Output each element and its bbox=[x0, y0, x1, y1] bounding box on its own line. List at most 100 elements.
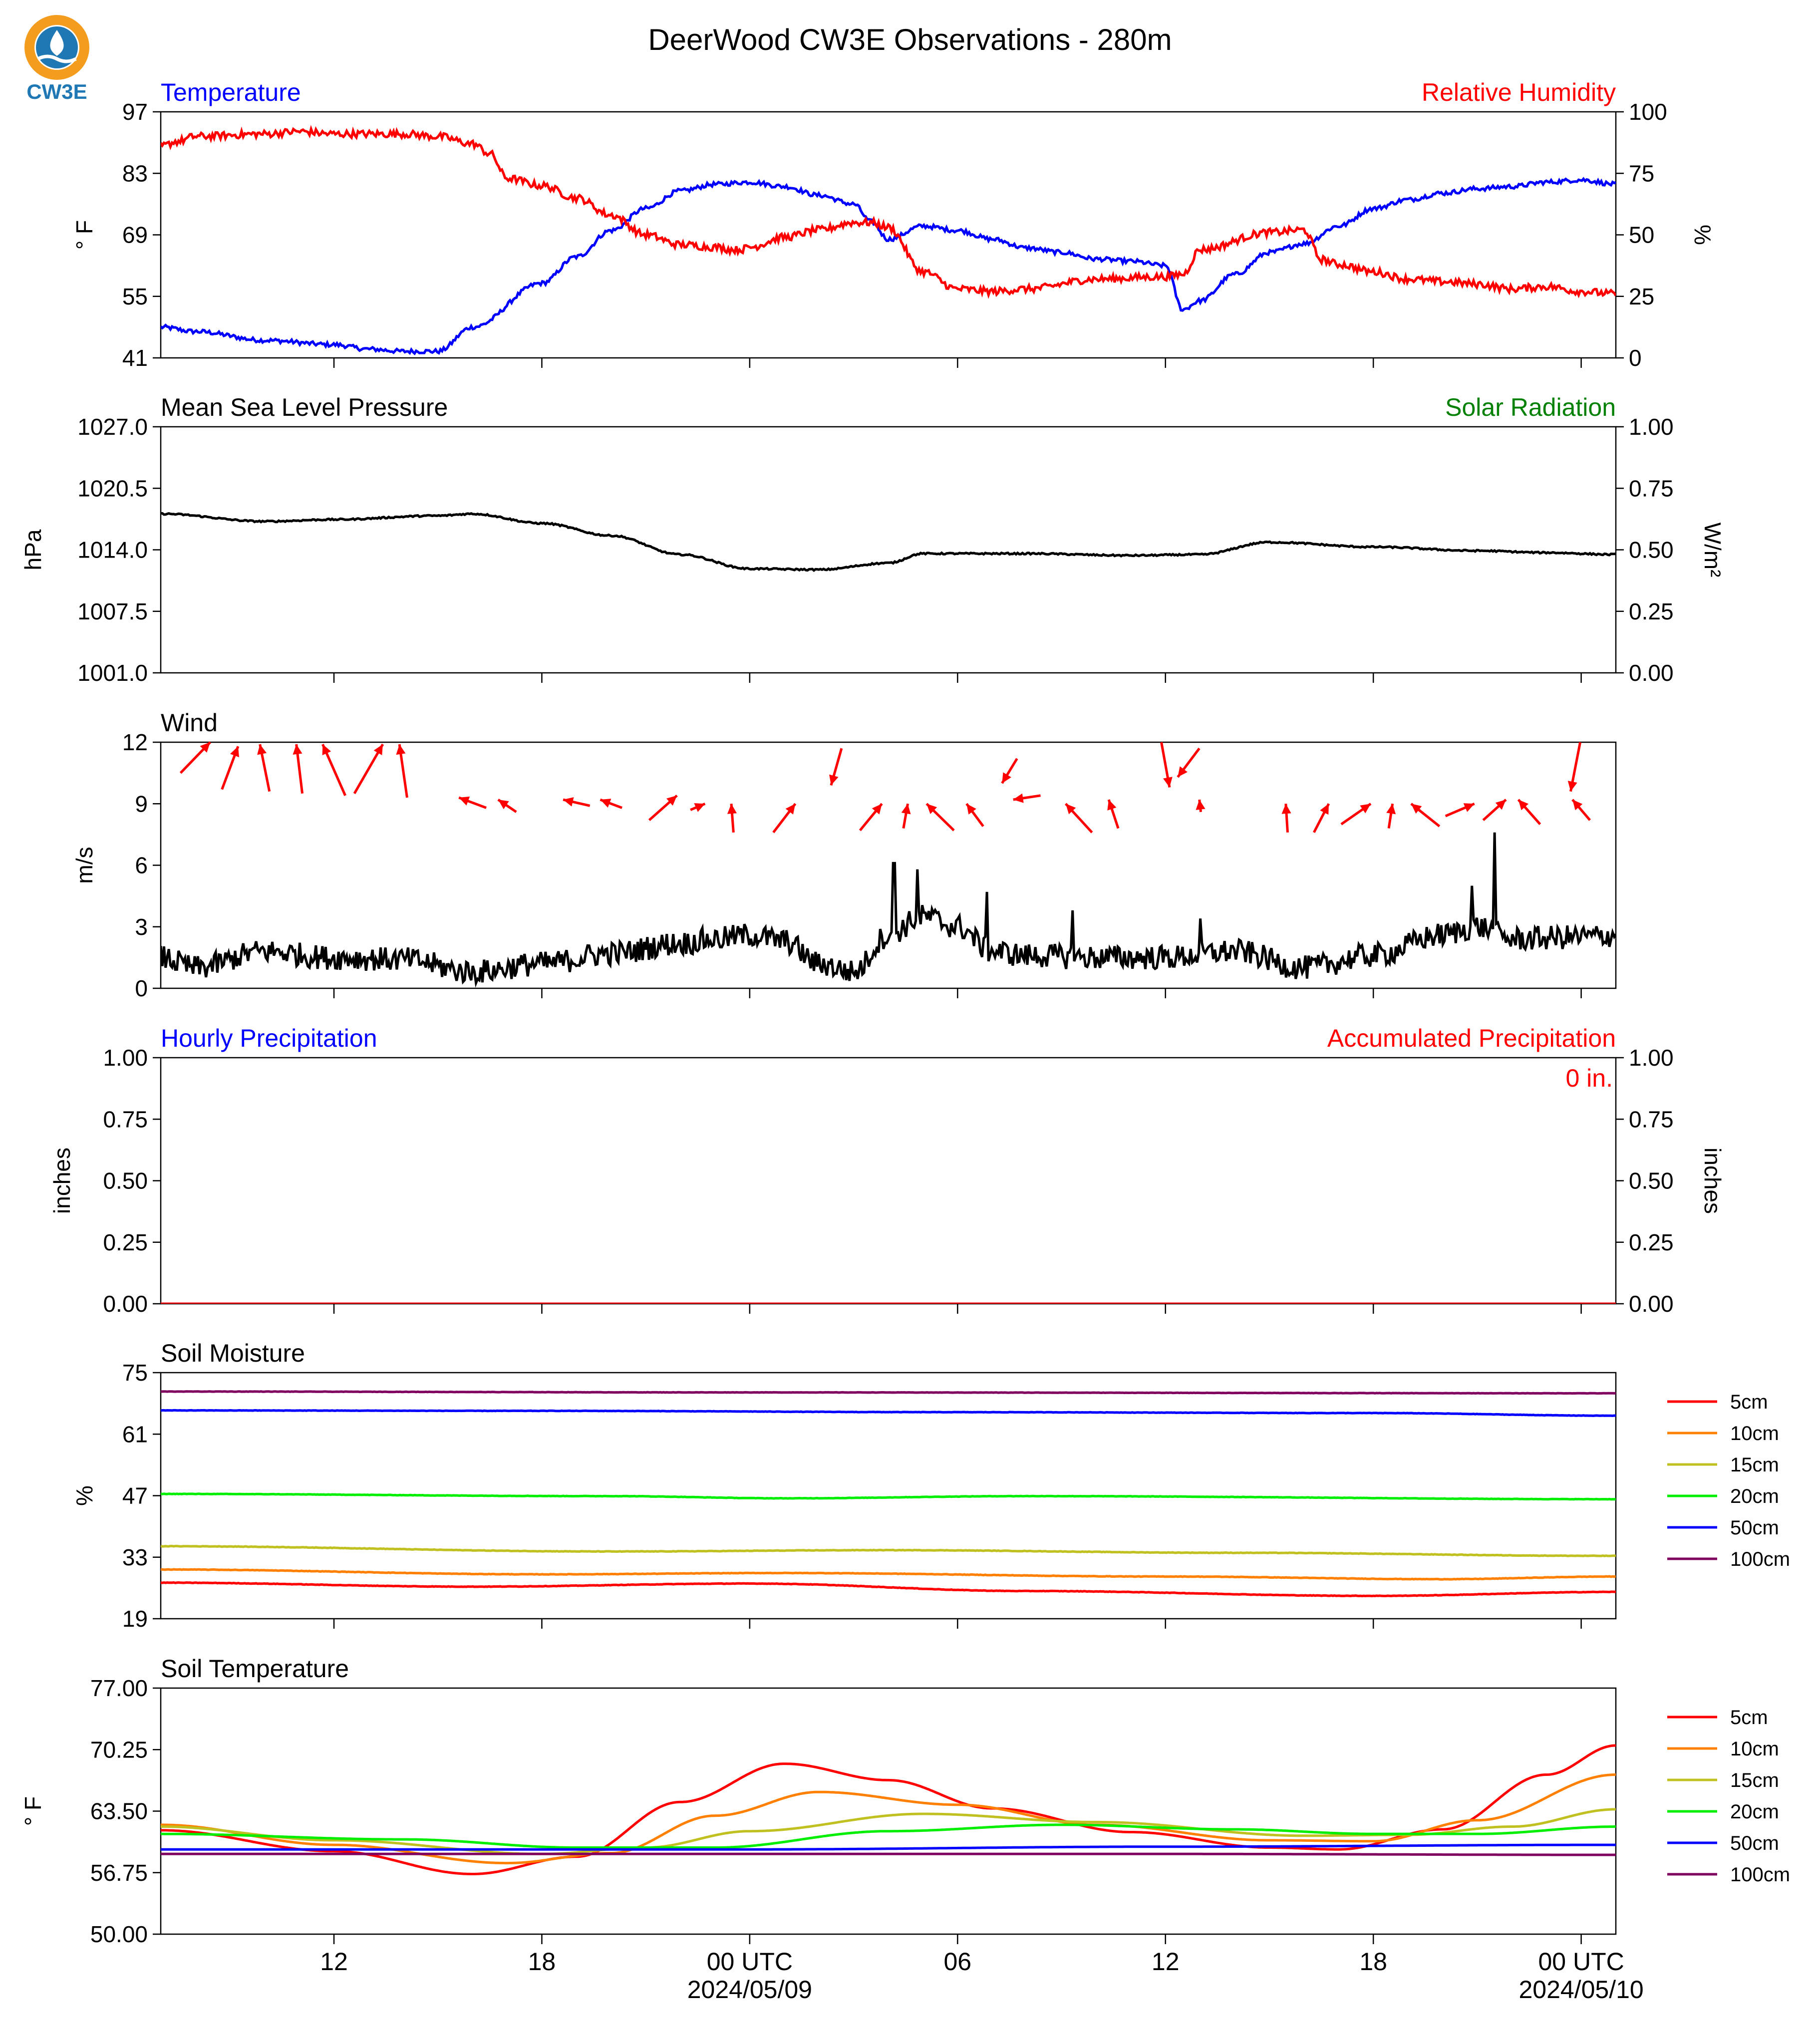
series-line-left-0 bbox=[161, 512, 1616, 572]
panel-title-left: Soil Temperature bbox=[161, 1655, 349, 1683]
y-tick-label: 9 bbox=[135, 791, 148, 817]
panel-precip: Hourly Precipitation Accumulated Precipit… bbox=[49, 1024, 1726, 1317]
wind-arrow-head bbox=[1518, 800, 1528, 811]
y-tick-label: 0 bbox=[135, 975, 148, 1001]
panel-title-left: Wind bbox=[161, 709, 218, 737]
series-line-10cm bbox=[161, 1773, 1616, 1865]
wind-arrow-head bbox=[1013, 793, 1024, 803]
x-tick-label: 00 UTC bbox=[707, 1948, 793, 1976]
y-tick-label: 0.25 bbox=[103, 1229, 148, 1255]
accumulated-precip-value: 0 in. bbox=[1565, 1064, 1613, 1092]
wind-arrow-head bbox=[727, 804, 737, 814]
plot-frame bbox=[160, 1687, 1617, 1935]
y-axis-label-right: W/m² bbox=[1700, 523, 1726, 578]
y-axis-label: % bbox=[71, 1485, 97, 1506]
legend-item: 50cm bbox=[1667, 1517, 1779, 1539]
wind-arrow-head bbox=[1411, 804, 1422, 814]
legend-label: 20cm bbox=[1730, 1485, 1779, 1507]
wind-arrow-head bbox=[785, 804, 796, 815]
y-tick-label: 1014.0 bbox=[77, 537, 148, 563]
plot-frame bbox=[160, 111, 1617, 359]
series-line-5cm bbox=[161, 1581, 1616, 1598]
legend-label: 50cm bbox=[1730, 1832, 1779, 1854]
y-tick-label: 70.25 bbox=[90, 1737, 148, 1762]
y-tick-label-right: 0 bbox=[1629, 345, 1642, 371]
series-line-100cm bbox=[161, 1852, 1616, 1856]
panel-title-left: Mean Sea Level Pressure bbox=[161, 393, 448, 421]
wind-arrow-head bbox=[1178, 766, 1188, 777]
series-line-50cm bbox=[161, 1843, 1616, 1851]
x-tick-label: 18 bbox=[528, 1948, 556, 1976]
legend-item: 5cm bbox=[1667, 1707, 1768, 1729]
legend-label: 15cm bbox=[1730, 1454, 1779, 1476]
y-tick-label: 61 bbox=[122, 1421, 148, 1447]
legend-label: 20cm bbox=[1730, 1801, 1779, 1823]
panel-title-left: Hourly Precipitation bbox=[161, 1024, 377, 1052]
y-tick-label-right: 75 bbox=[1629, 160, 1654, 186]
y-tick-label: 0.50 bbox=[103, 1168, 148, 1194]
x-tick-date-label: 2024/05/09 bbox=[687, 1976, 812, 2004]
wind-arrow-head bbox=[1107, 800, 1117, 811]
y-tick-label: 33 bbox=[122, 1544, 148, 1570]
y-tick-label: 12 bbox=[122, 729, 148, 755]
legend-item: 15cm bbox=[1667, 1454, 1779, 1476]
legend-item: 100cm bbox=[1667, 1864, 1790, 1886]
series-line-20cm bbox=[161, 1823, 1616, 1849]
y-tick-label: 55 bbox=[122, 284, 148, 309]
wind-arrow-head bbox=[322, 744, 331, 756]
wind-arrow-head bbox=[966, 804, 976, 815]
wind-arrow-head bbox=[1002, 772, 1011, 784]
y-tick-label: 6 bbox=[135, 853, 148, 878]
wind-arrow-head bbox=[1320, 804, 1329, 815]
y-tick-label-right: 0.25 bbox=[1629, 598, 1674, 624]
panel-soiltemp: Soil Temperature 50.00 56.75 63.50 70.25 77.0… bbox=[20, 1655, 1790, 2004]
wind-arrow-head bbox=[1463, 803, 1475, 812]
legend-item: 10cm bbox=[1667, 1423, 1779, 1445]
wind-arrow-head bbox=[1572, 800, 1583, 811]
chart-panels: Temperature Relative Humidity4155698397° … bbox=[20, 78, 1790, 2004]
legend-item: 20cm bbox=[1667, 1801, 1779, 1823]
y-tick-label-right: 100 bbox=[1629, 99, 1667, 125]
legend-label: 15cm bbox=[1730, 1769, 1779, 1791]
series-line-50cm bbox=[161, 1409, 1616, 1418]
cw3e-logo: CW3E bbox=[24, 15, 89, 103]
y-tick-label: 41 bbox=[122, 345, 148, 371]
wind-arrow-head bbox=[1495, 800, 1506, 810]
y-tick-label-right: 0.50 bbox=[1629, 537, 1674, 563]
wind-arrow-head bbox=[666, 795, 677, 806]
x-tick-date-label: 2024/05/10 bbox=[1518, 1976, 1643, 2004]
panel-title-right: Accumulated Precipitation bbox=[1327, 1024, 1616, 1052]
y-tick-label: 1001.0 bbox=[77, 660, 148, 686]
y-tick-label-right: 25 bbox=[1629, 284, 1654, 309]
wind-arrow-head bbox=[230, 746, 239, 758]
series-line-left-0 bbox=[161, 177, 1616, 355]
wind-arrow-head bbox=[459, 796, 470, 806]
wind-arrow-head bbox=[498, 800, 509, 810]
series-line-10cm bbox=[161, 1568, 1616, 1581]
legend-item: 15cm bbox=[1667, 1769, 1779, 1791]
x-tick-label: 12 bbox=[320, 1948, 348, 1976]
y-tick-label: 75 bbox=[122, 1360, 148, 1386]
y-tick-label: 69 bbox=[122, 222, 148, 248]
y-tick-label: 56.75 bbox=[90, 1860, 148, 1886]
y-tick-label: 0.75 bbox=[103, 1106, 148, 1132]
wind-arrow-head bbox=[293, 744, 303, 755]
y-tick-label: 1007.5 bbox=[77, 598, 148, 624]
y-axis-label: ° F bbox=[71, 220, 97, 250]
y-tick-label: 0.00 bbox=[103, 1291, 148, 1317]
legend-item: 50cm bbox=[1667, 1832, 1779, 1854]
series-line-20cm bbox=[161, 1492, 1616, 1501]
legend-item: 20cm bbox=[1667, 1485, 1779, 1507]
legend-label: 50cm bbox=[1730, 1517, 1779, 1539]
logo-drop-icon bbox=[50, 30, 64, 56]
plot-frame bbox=[160, 1057, 1617, 1305]
wind-arrow-head bbox=[1065, 804, 1076, 815]
y-tick-label-right: 0.00 bbox=[1629, 660, 1674, 686]
y-tick-label-right: 1.00 bbox=[1629, 1045, 1674, 1071]
y-tick-label: 19 bbox=[122, 1606, 148, 1632]
y-tick-label-right: 0.25 bbox=[1629, 1229, 1674, 1255]
wind-arrow-head bbox=[694, 803, 705, 812]
wind-arrow-head bbox=[396, 744, 406, 755]
panel-pressure: Mean Sea Level Pressure Solar Radiation 10… bbox=[20, 393, 1726, 686]
panel-title-left: Soil Moisture bbox=[161, 1339, 305, 1367]
